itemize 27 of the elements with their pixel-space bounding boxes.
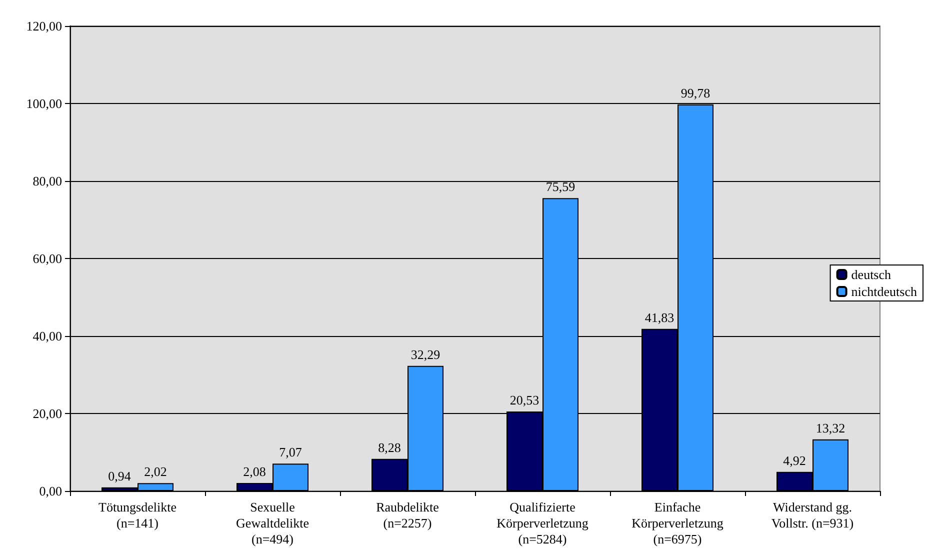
y-tick-label: 0,00 [39,484,62,498]
y-tick-label: 40,00 [32,328,62,344]
data-label: 2,08 [243,464,266,479]
x-tick-label: Qualifizierte Körperverletzung (n=5284) [496,500,589,546]
x-tick-label: Widerstand gg. Vollstr. (n=931) [771,500,854,530]
data-label: 7,07 [279,444,302,460]
y-tick-label: 120,00 [26,18,62,34]
x-tick-label: Raubdelikte (n=2257) [376,500,440,530]
data-label: 0,94 [108,468,132,484]
data-label: 8,28 [378,440,401,455]
data-label: 4,92 [783,452,806,468]
legend-label: nichtdeutsch [851,284,918,299]
y-tick-label: 20,00 [32,406,62,421]
y-tick-label: 80,00 [32,174,62,188]
data-label: 20,53 [510,392,540,408]
data-label: 13,32 [816,420,846,436]
data-label: 99,78 [680,85,710,100]
data-label: 41,83 [644,310,674,325]
y-tick-label: 100,00 [26,96,62,111]
legend-label: deutsch [851,267,892,282]
data-label: 32,29 [410,346,440,362]
x-tick-label: Sexuelle Gewaltdelikte (n=494) [236,500,310,546]
y-tick-label: 60,00 [32,251,62,266]
x-tick-label: Tötungsdelikte (n=141) [98,500,177,530]
data-label: 75,59 [546,179,576,194]
data-label: 2,02 [144,464,167,480]
x-tick-label: Einfache Körperverletzung (n=6975) [632,500,724,546]
